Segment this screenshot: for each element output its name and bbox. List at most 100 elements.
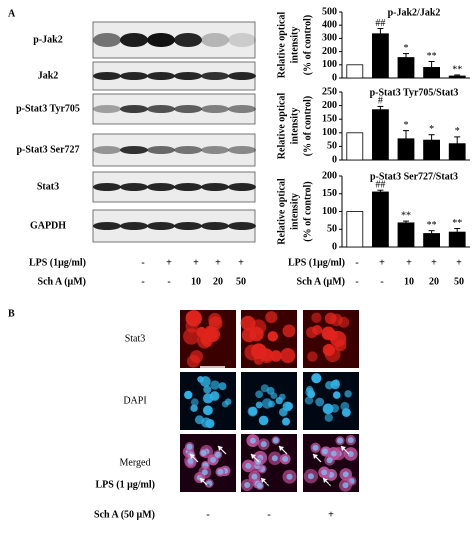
bar <box>346 211 364 248</box>
bar <box>397 57 415 79</box>
bar <box>397 138 415 161</box>
blot-band <box>120 146 148 154</box>
blot-band <box>201 105 229 113</box>
nucleus <box>245 462 252 469</box>
cell <box>240 315 256 331</box>
blot-band <box>93 72 121 80</box>
cell <box>270 350 282 362</box>
row-label: Stat3 <box>125 333 146 344</box>
cell <box>197 375 204 383</box>
bar <box>448 143 466 161</box>
y-axis-label: (% of control) <box>302 181 313 241</box>
nucleus <box>256 482 263 489</box>
blot-label: p-Stat3 Ser727 <box>16 144 79 155</box>
cell <box>330 379 340 390</box>
y-tick-label: 0 <box>332 241 337 252</box>
blot-band <box>228 72 256 80</box>
blot-band <box>228 222 256 230</box>
cell <box>268 400 275 408</box>
bar <box>371 109 389 161</box>
nucleus <box>214 451 221 458</box>
significance-label: ## <box>375 18 385 29</box>
treatment-value: + <box>406 257 412 268</box>
nucleus <box>272 437 279 444</box>
treatment-value: 20 <box>429 276 439 287</box>
row-label: Merged <box>120 457 151 468</box>
cell <box>267 331 278 342</box>
cell <box>341 408 351 417</box>
y-tick-label: 50 <box>327 224 337 235</box>
y-tick-label: 150 <box>322 188 337 199</box>
cell <box>204 326 221 343</box>
y-tick-label: 0 <box>332 72 337 83</box>
nucleus <box>307 473 314 480</box>
cell <box>311 312 322 323</box>
bar <box>448 231 466 248</box>
treatment-label: Sch A (μM) <box>38 276 86 287</box>
bar <box>423 139 441 161</box>
chart-title: p-Stat3 Tyr705/Stat3 <box>370 87 459 98</box>
significance-label: ** <box>452 64 462 75</box>
y-axis-label: Relative optical <box>276 178 287 245</box>
arrow-head <box>313 454 318 459</box>
significance-label: * <box>455 126 460 137</box>
treatment-value: + <box>238 257 244 268</box>
nucleus <box>347 437 354 444</box>
y-tick-label: 100 <box>322 59 337 70</box>
cell <box>278 393 286 401</box>
nucleus <box>201 469 208 476</box>
cell <box>203 385 212 394</box>
blot-band <box>201 33 229 47</box>
treatment-value: - <box>355 257 358 268</box>
blot-band <box>147 146 175 154</box>
nucleus <box>282 456 289 463</box>
y-axis-label: intensity <box>289 193 300 230</box>
cell <box>196 326 207 338</box>
treatment-value: - <box>167 276 170 287</box>
cell <box>322 403 334 415</box>
y-tick-label: 100 <box>322 206 337 217</box>
treatment-label: LPS (1 μg/ml) <box>95 479 155 490</box>
nucleus <box>200 450 207 457</box>
blot-band <box>120 222 148 230</box>
nucleus <box>326 457 333 464</box>
nucleus <box>336 437 343 444</box>
blot-band <box>201 183 229 191</box>
y-tick-label: 200 <box>322 170 337 181</box>
treatment-value: 50 <box>454 276 464 287</box>
nucleus <box>342 482 349 489</box>
nucleus <box>271 455 278 462</box>
cell <box>332 391 341 399</box>
y-axis-label: intensity <box>289 108 300 145</box>
blot-band <box>147 33 175 47</box>
cell <box>312 324 323 335</box>
significance-label: # <box>378 96 383 107</box>
arrow-head <box>251 454 256 459</box>
nucleus <box>347 450 354 457</box>
blot-band <box>228 146 256 154</box>
cell <box>218 382 227 391</box>
y-tick-label: 150 <box>322 113 337 124</box>
treatment-value: + <box>328 509 334 520</box>
nucleus <box>251 473 258 480</box>
treatment-value: - <box>141 257 144 268</box>
bar <box>423 233 441 248</box>
nucleus <box>342 471 349 478</box>
cell <box>285 402 294 410</box>
chart-title: p-Stat3 Ser727/Stat3 <box>370 171 458 182</box>
arrow-head <box>261 478 266 483</box>
cell <box>190 404 198 412</box>
cell <box>282 324 296 338</box>
treatment-value: - <box>206 509 209 520</box>
cell <box>279 407 288 417</box>
arrow-head <box>341 446 346 451</box>
cell <box>249 326 264 342</box>
blot-band <box>174 183 202 191</box>
cell <box>304 396 314 405</box>
y-axis-label: Relative optical <box>276 12 287 79</box>
cell <box>248 406 258 416</box>
nucleus <box>186 443 193 450</box>
treatment-label: LPS (1μg/ml) <box>288 257 345 268</box>
cell <box>315 397 325 407</box>
significance-label: ** <box>427 220 437 231</box>
